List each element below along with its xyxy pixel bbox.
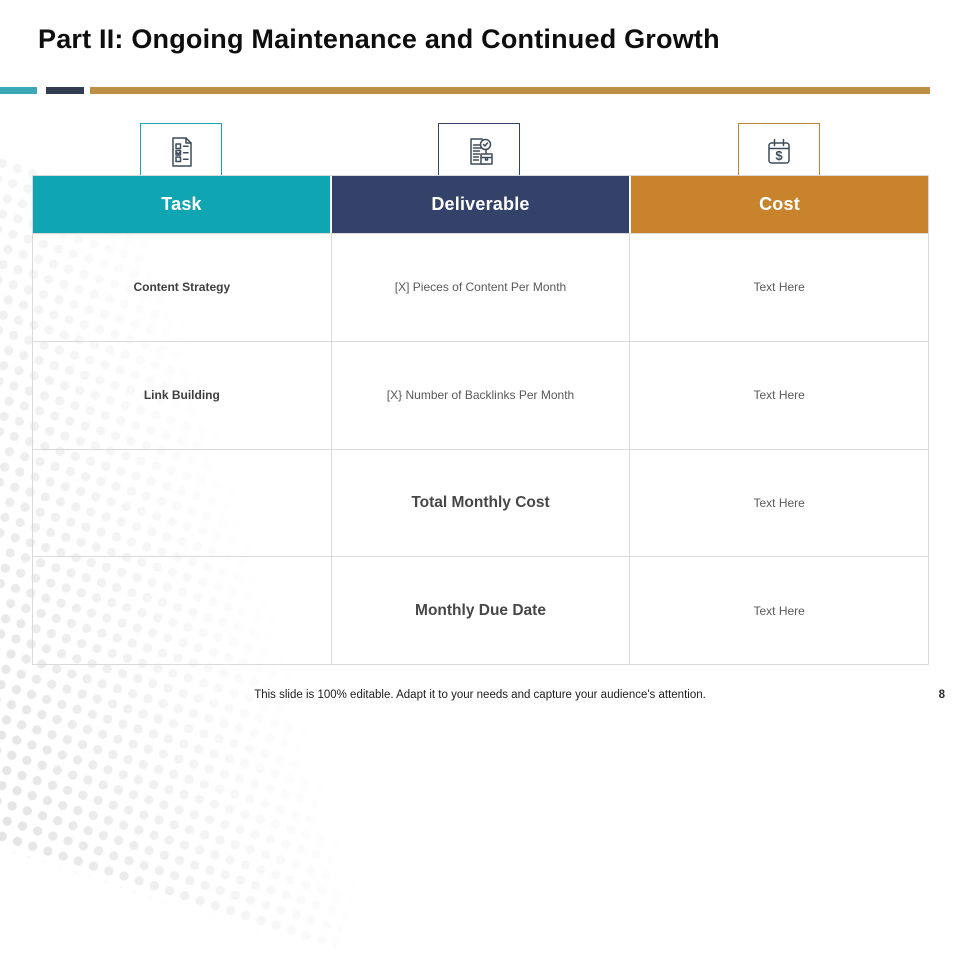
cell-deliverable: [X} Number of Backlinks Per Month [330,341,630,449]
cell-deliverable: Monthly Due Date [330,557,630,664]
cell-deliverable: [X] Pieces of Content Per Month [330,234,630,341]
page-title: Part II: Ongoing Maintenance and Continu… [38,24,720,54]
table-row: Content Strategy [X] Pieces of Content P… [33,233,928,341]
checklist-document-icon [164,135,198,174]
approved-package-icon [462,135,496,174]
accent-bar-teal [0,87,37,94]
accent-bar-gold [90,87,930,94]
cell-cost: Text Here [629,341,928,449]
column-header-deliverable: Deliverable [330,176,629,233]
cell-task [33,557,331,664]
table-row: Monthly Due Date Text Here [33,556,928,664]
table-row: Total Monthly Cost Text Here [33,448,928,557]
svg-text:$: $ [775,148,783,163]
cell-cost: Text Here [629,557,928,664]
table-header-row: Task Deliverable Cost [33,176,928,233]
cell-cost: Text Here [629,234,928,341]
cell-task: Content Strategy [133,280,231,295]
cell-task: Link Building [143,388,220,403]
footer-note: This slide is 100% editable. Adapt it to… [254,689,706,701]
maintenance-cost-table: Task Deliverable Cost Content Strategy [… [32,175,929,665]
accent-bar-navy [46,87,84,94]
payment-calendar-icon: $ [762,135,796,174]
cell-deliverable: Total Monthly Cost [330,449,630,557]
table-row: Link Building [X} Number of Backlinks Pe… [33,340,928,449]
cell-task [33,450,331,557]
cell-cost: Text Here [629,449,928,557]
column-header-cost: Cost [629,176,928,233]
page-number: 8 [938,689,945,701]
column-header-task: Task [33,176,330,233]
